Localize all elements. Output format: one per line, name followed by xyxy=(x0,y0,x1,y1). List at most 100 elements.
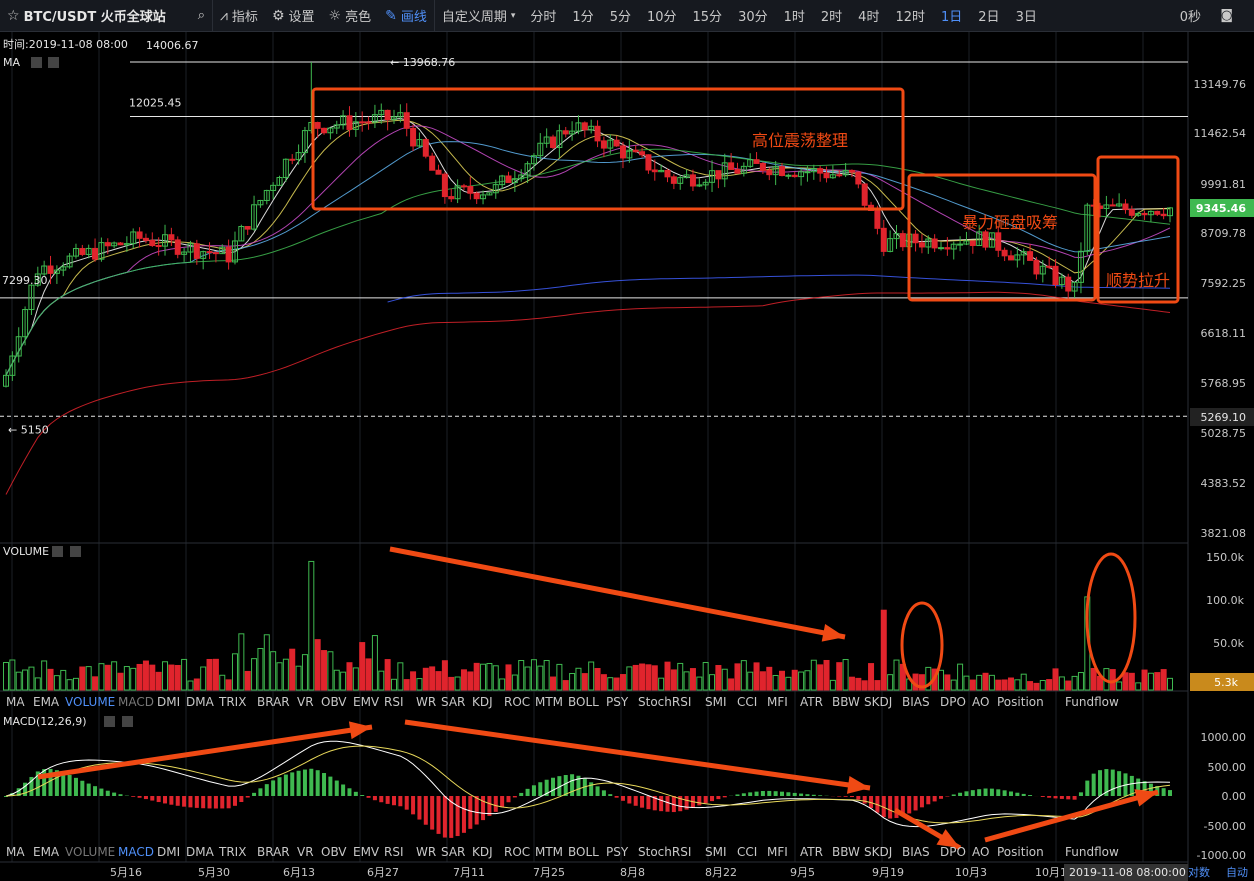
tab-macd-row-bias: BIAS xyxy=(902,845,930,859)
period-2[interactable]: 5分 xyxy=(609,10,631,25)
search-button[interactable]: ⌕ xyxy=(191,0,212,32)
volume-bar xyxy=(1071,675,1078,691)
macd-bar xyxy=(608,794,613,796)
macd-bar xyxy=(398,796,403,807)
symbol-selector[interactable]: ☆ BTC/USDT 火币全球站 xyxy=(0,0,173,32)
tab-macd-row-dmi: DMI xyxy=(157,845,180,859)
volume-bar xyxy=(817,664,824,691)
macd-bar xyxy=(907,796,912,814)
settings-button[interactable]: ⚙ 设置 xyxy=(265,0,322,32)
candle-body xyxy=(60,266,67,271)
macd-bar xyxy=(131,796,136,797)
volume-bar xyxy=(1027,681,1034,691)
candle-body xyxy=(1007,255,1014,261)
candle-body xyxy=(689,174,696,187)
period-5[interactable]: 30分 xyxy=(738,10,768,25)
star-icon[interactable]: ☆ xyxy=(7,7,20,24)
candle-body xyxy=(371,114,378,123)
candle-body xyxy=(1135,212,1142,216)
macd-bar xyxy=(1161,788,1166,796)
candle-body xyxy=(619,145,626,159)
volume-bar xyxy=(473,662,480,691)
period-10[interactable]: 1日 xyxy=(941,10,963,25)
volume-current-label: 5.3k xyxy=(1214,676,1238,689)
period-6[interactable]: 1时 xyxy=(783,10,805,25)
volume-bar xyxy=(823,659,830,691)
date-axis-label: 9月19 xyxy=(872,866,904,879)
period-12[interactable]: 3日 xyxy=(1015,10,1037,25)
volume-bar xyxy=(664,661,671,691)
volume-bar xyxy=(639,663,646,691)
tab-volume-row-ma: MA xyxy=(6,695,25,709)
candle-body xyxy=(753,159,760,164)
annotation-arrow-volume-down xyxy=(389,546,846,640)
period-11[interactable]: 2日 xyxy=(978,10,1000,25)
macd-bar xyxy=(232,796,237,806)
indicator-button[interactable]: ⩘ 指标 xyxy=(213,0,265,32)
candle-body xyxy=(530,155,537,165)
volume-bar xyxy=(3,662,9,691)
candle-body xyxy=(397,112,404,118)
macd-bar xyxy=(849,796,854,798)
light-theme-button[interactable]: ☼ 亮色 xyxy=(322,0,379,32)
macd-bar xyxy=(1072,796,1077,800)
annotation-text-pump: 顺势拉升 xyxy=(1106,271,1170,290)
tab-macd-row-ma: MA xyxy=(6,845,25,859)
volume-bar xyxy=(403,679,410,691)
volume-bar xyxy=(613,677,620,691)
candle-body xyxy=(759,162,766,171)
candle-body xyxy=(155,245,162,248)
macd-bar xyxy=(697,796,702,806)
volume-bar xyxy=(734,663,741,691)
draw-line-button[interactable]: ✎ 画线 xyxy=(378,0,434,32)
volume-bar xyxy=(486,662,493,691)
candle-body xyxy=(130,231,137,245)
candle-body xyxy=(581,122,588,131)
period-3[interactable]: 10分 xyxy=(646,10,677,25)
macd-bar xyxy=(277,777,282,796)
hline-label-support: 7299.30 xyxy=(2,274,48,287)
date-axis-label: 7月25 xyxy=(533,866,565,879)
candle-body xyxy=(174,239,181,255)
volume-bar xyxy=(753,662,760,691)
volume-bar xyxy=(798,671,805,691)
candle-body xyxy=(607,139,614,149)
macd-bar xyxy=(1047,796,1052,798)
period-8[interactable]: 4时 xyxy=(858,10,880,25)
custom-period-dropdown[interactable]: 自定义周期 ▾ xyxy=(435,0,523,32)
candle-body xyxy=(448,196,455,200)
period-9[interactable]: 12时 xyxy=(895,10,925,25)
candle-body xyxy=(416,139,423,147)
macd-bar xyxy=(1129,775,1134,796)
volume-bar xyxy=(1116,681,1123,691)
candle-body xyxy=(1103,204,1110,209)
macd-bar xyxy=(283,774,288,796)
volume-bar xyxy=(28,666,35,691)
candle-body xyxy=(429,155,436,171)
period-7[interactable]: 2时 xyxy=(820,10,843,25)
candle-body xyxy=(728,162,735,170)
period-1[interactable]: 1分 xyxy=(572,10,594,25)
volume-bar xyxy=(371,635,378,691)
macd-bar xyxy=(137,796,142,798)
period-0[interactable]: 分时 xyxy=(530,10,557,25)
macd-bar xyxy=(970,790,975,796)
candle-body xyxy=(1065,276,1072,292)
candle-body xyxy=(15,336,22,357)
volume-bar xyxy=(887,674,894,691)
volume-bar xyxy=(556,663,563,691)
volume-bar xyxy=(702,662,709,691)
screenshot-button[interactable]: ◙ xyxy=(1213,0,1240,32)
candle-body xyxy=(92,247,99,260)
tab-macd-row-rsi: RSI xyxy=(384,845,404,859)
macd-bar xyxy=(1002,790,1007,796)
hline-label-high: ← 13968.76 xyxy=(390,56,455,69)
candle-body xyxy=(212,252,219,255)
macd-bar xyxy=(309,768,314,796)
macd-bar xyxy=(735,794,740,796)
period-4[interactable]: 15分 xyxy=(692,10,723,25)
candle-body xyxy=(85,247,92,255)
candle-body xyxy=(1160,213,1167,217)
candle-body xyxy=(1039,265,1046,275)
